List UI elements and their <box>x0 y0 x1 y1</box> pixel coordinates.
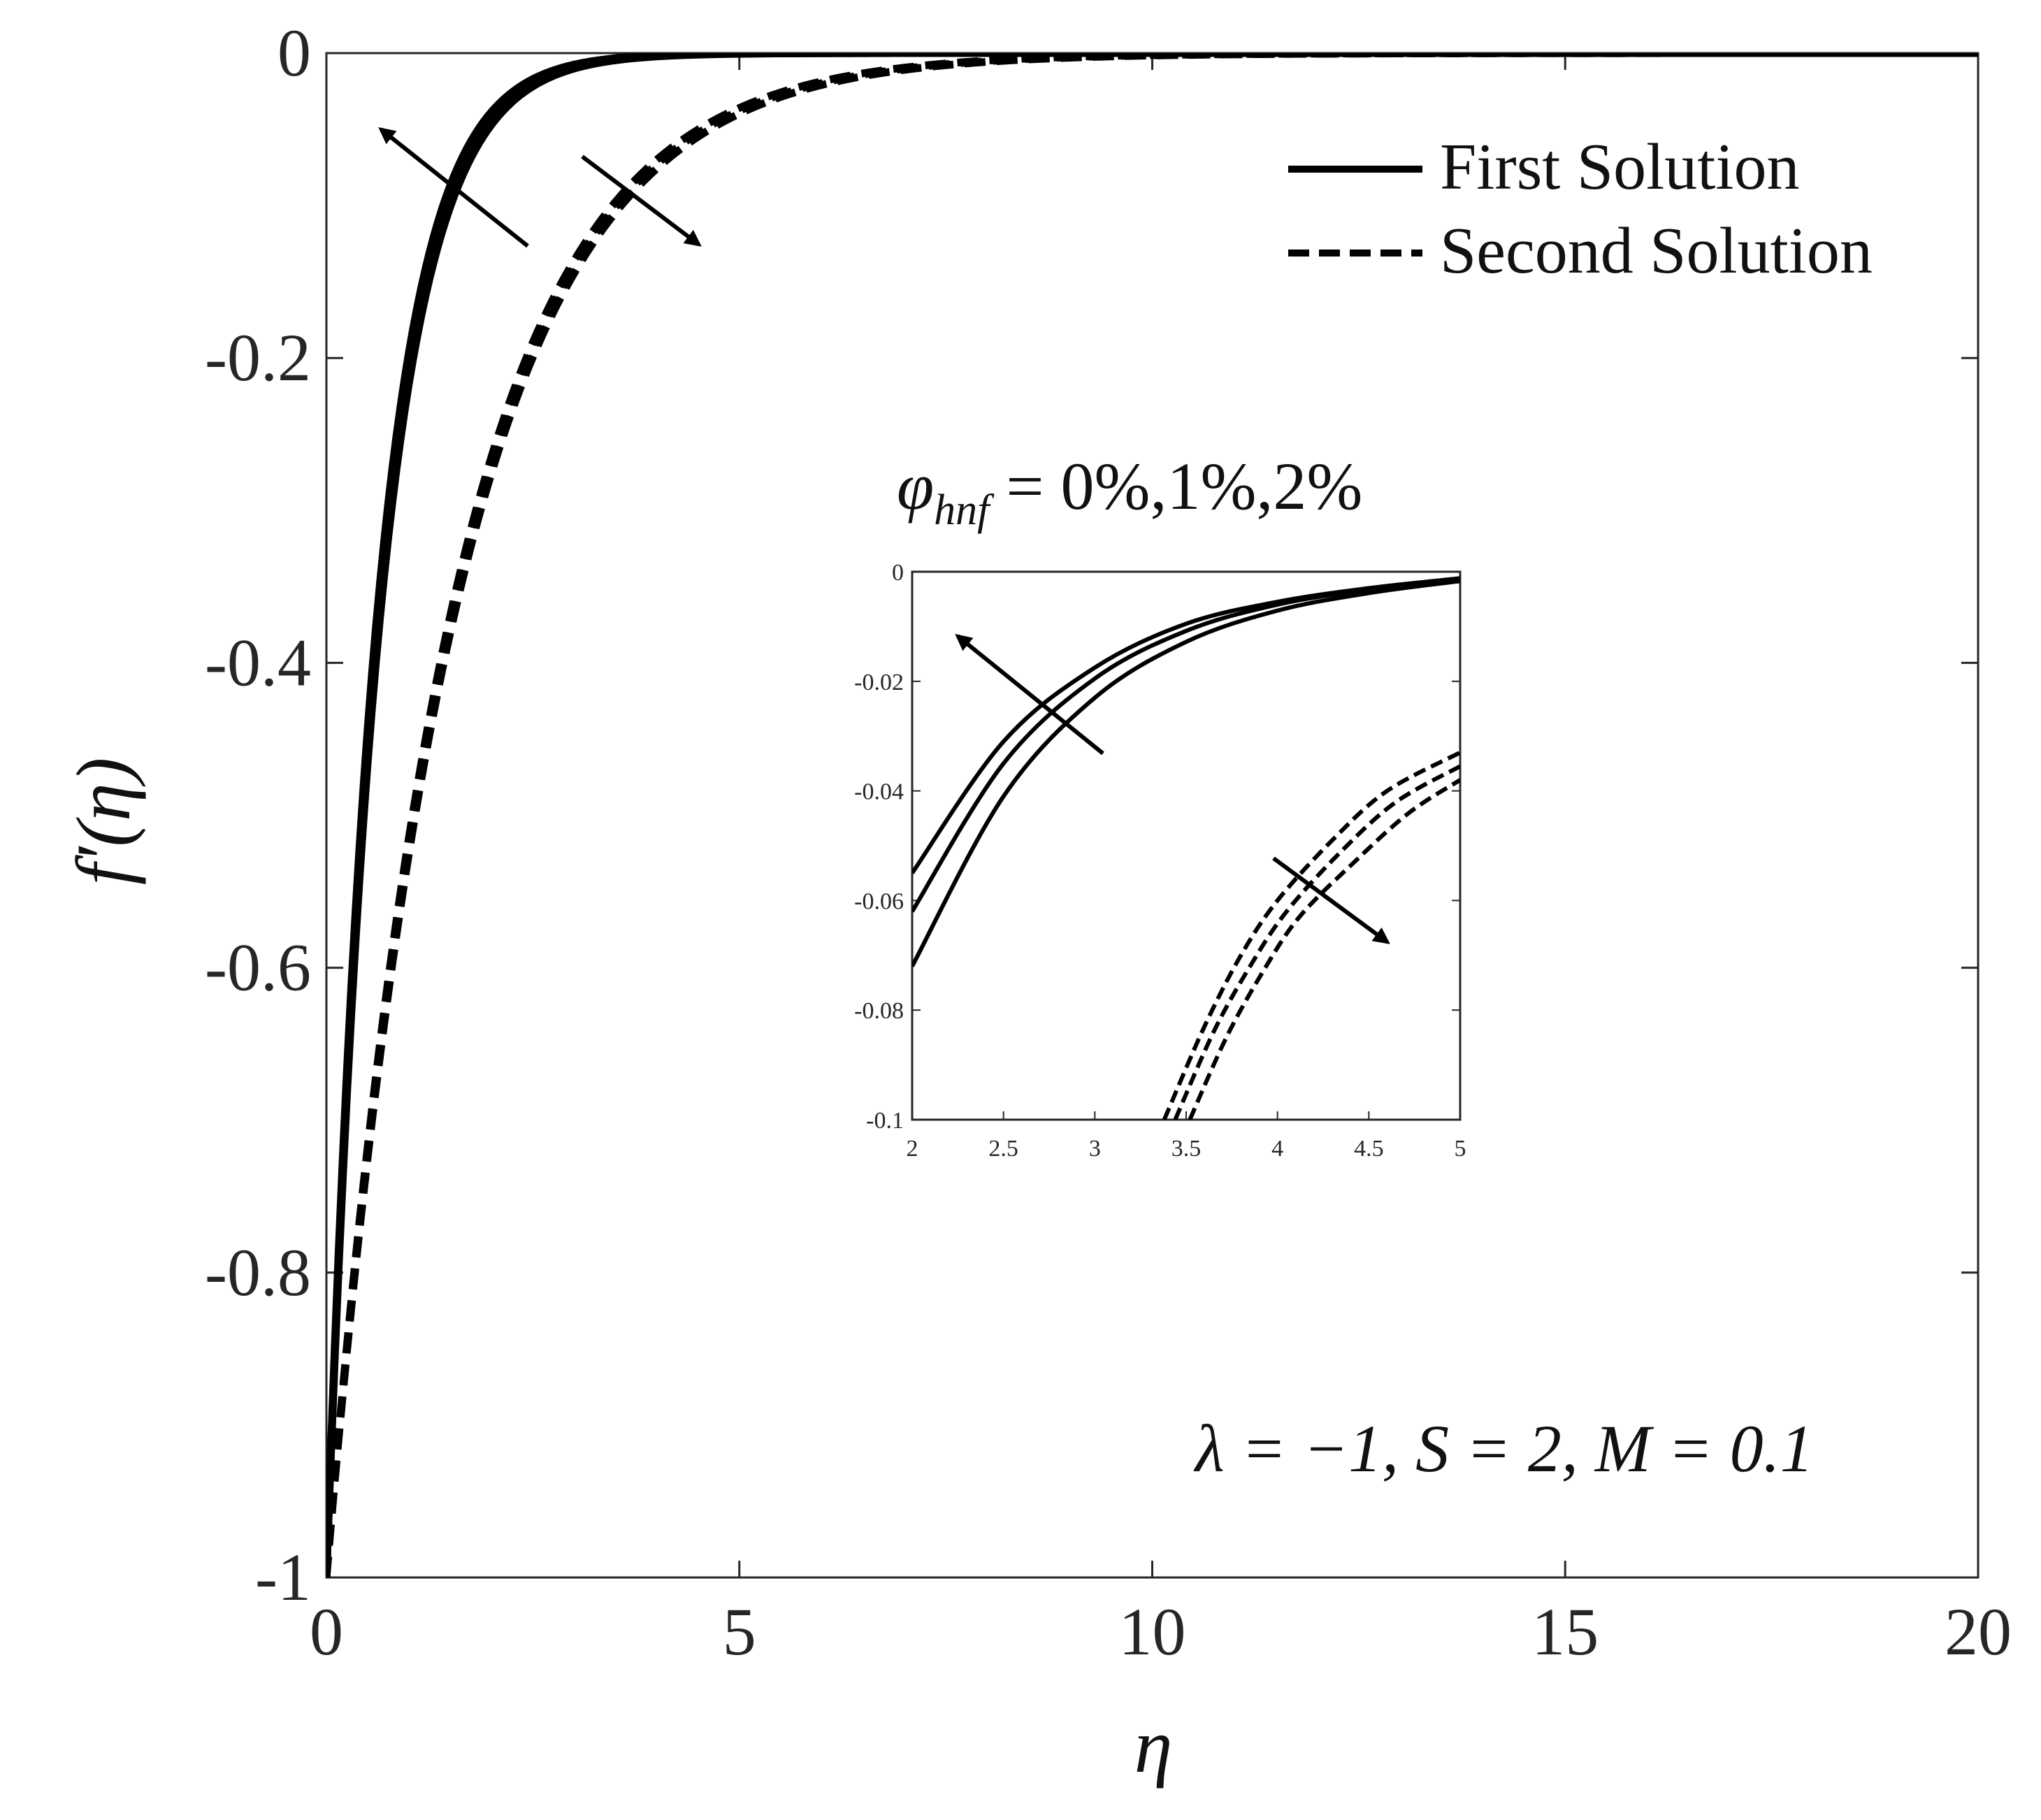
inset-plot-area <box>911 570 1462 1121</box>
inset-series-line-second-solution <box>1188 778 1460 1120</box>
y-tick-label: 0 <box>277 15 311 90</box>
inset-series-line-first-solution <box>912 579 1460 967</box>
x-tick-label: 15 <box>1531 1594 1599 1669</box>
inset-series-line-second-solution <box>1173 764 1460 1120</box>
inset-series-group <box>912 576 1460 1120</box>
inset-series-line-second-solution <box>1162 751 1460 1120</box>
y-tick-label: -0.8 <box>205 1235 311 1310</box>
inset-y-tick-label: -0.02 <box>854 670 904 695</box>
y-tick-label: -0.4 <box>205 625 311 700</box>
y-tick-label: -0.2 <box>205 320 311 395</box>
inset-x-tick-label: 3.5 <box>1171 1136 1202 1162</box>
inset-y-tick-label: -0.08 <box>854 998 904 1024</box>
inset-x-tick-label: 4.5 <box>1354 1136 1384 1162</box>
y-axis-label: f′(η) <box>61 758 146 885</box>
arrow-first-solution <box>378 127 529 248</box>
inset-x-tick-label: 2 <box>907 1136 918 1162</box>
legend-label-first: First Solution <box>1440 131 1800 203</box>
series-line-first-solution <box>326 53 1978 1577</box>
conditions-annotation: λ = −1, S = 2, M = 0.1 <box>1193 1411 1814 1486</box>
x-tick-label: 20 <box>1945 1594 2012 1669</box>
x-axis-label: η <box>1134 1703 1173 1789</box>
main-series-group <box>326 53 1978 1577</box>
inset-arrow-second <box>1272 856 1390 944</box>
series-line-second-solution <box>326 53 1978 1577</box>
inset-y-tick-label: 0 <box>892 560 904 586</box>
inset-y-tick-label: -0.04 <box>854 779 904 805</box>
legend: First Solution Second Solution <box>1288 131 1873 287</box>
inset-ticks: 2 2.5 3 3.5 4 4.5 5 0 -0.02 -0.04 -0.06 -0.08 -0.1 <box>854 560 1466 1162</box>
x-tick-label: 0 <box>310 1594 343 1669</box>
inset-x-tick-label: 4 <box>1271 1136 1283 1162</box>
y-tick-label: -1 <box>255 1540 311 1615</box>
inset-series-line-first-solution <box>912 577 1460 913</box>
inset-y-tick-label: -0.06 <box>854 888 904 914</box>
inset-arrow-first <box>955 633 1104 756</box>
main-ticks: 0 5 10 15 200-0.2-0.4-0.6-0.8-1 <box>205 15 2012 1669</box>
inset-x-tick-label: 5 <box>1455 1136 1466 1162</box>
arrow-second-solution <box>581 154 702 247</box>
phi-annotation: φhnf = 0%,1%,2% <box>897 449 1362 534</box>
legend-label-second: Second Solution <box>1440 215 1873 287</box>
inset-x-tick-label: 3 <box>1089 1136 1101 1162</box>
inset-x-tick-label: 2.5 <box>988 1136 1018 1162</box>
y-tick-label: -0.6 <box>205 930 311 1005</box>
x-tick-label: 10 <box>1119 1594 1186 1669</box>
inset-y-tick-label: -0.1 <box>866 1108 904 1134</box>
x-tick-label: 5 <box>723 1594 756 1669</box>
